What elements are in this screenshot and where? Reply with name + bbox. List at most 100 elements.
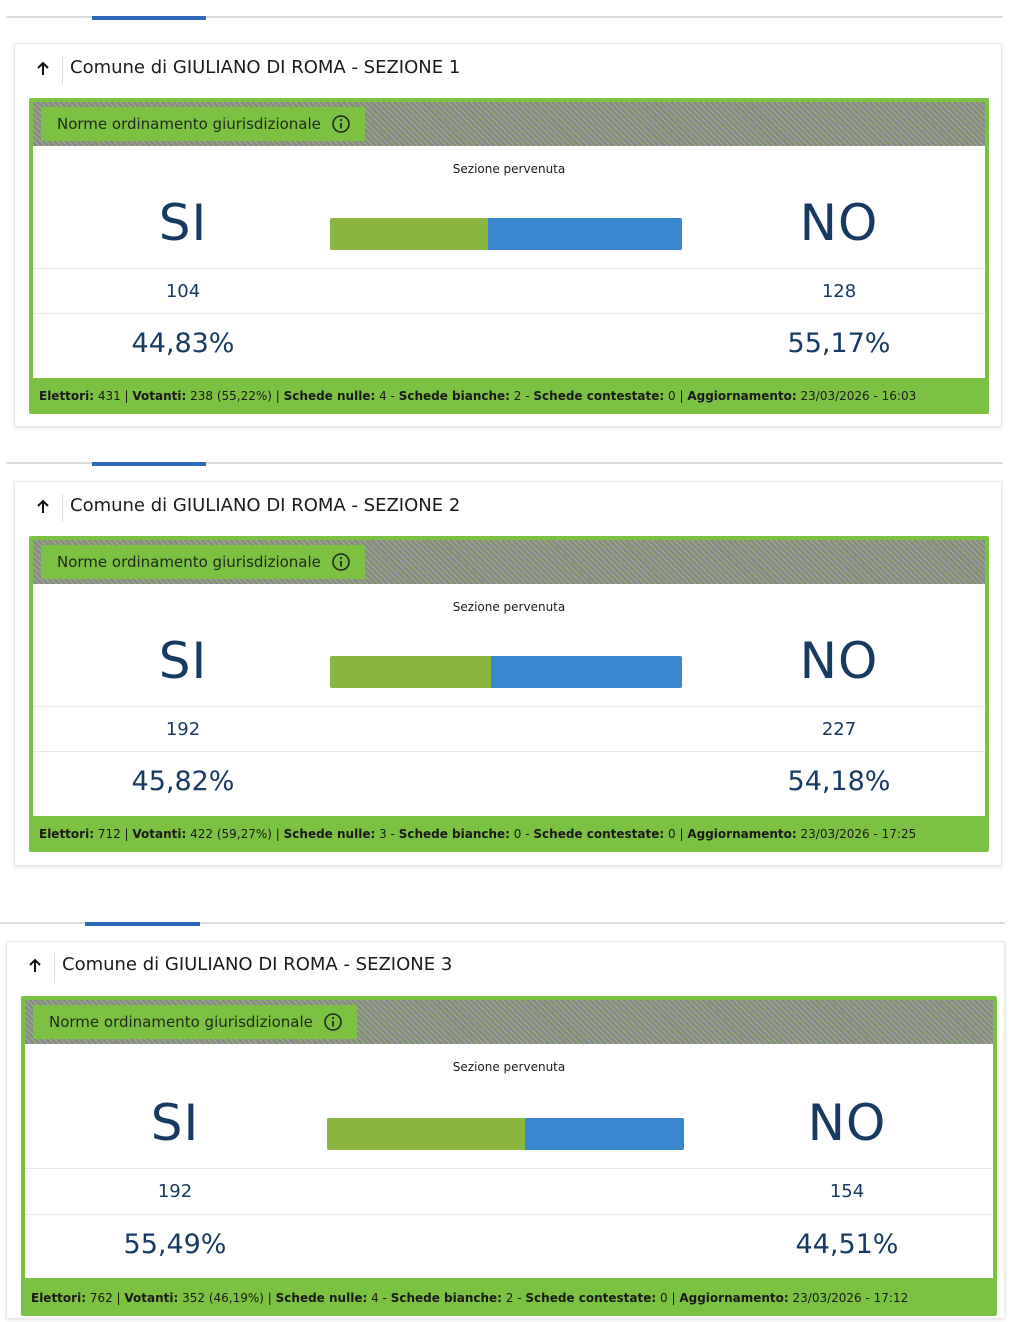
bianche-value: 2 bbox=[505, 1291, 514, 1305]
result-bar bbox=[330, 656, 682, 688]
aggiornamento-value: 23/03/2026 - 17:12 bbox=[792, 1291, 909, 1305]
result-card: Comune di GIULIANO DI ROMA - SEZIONE 1 N… bbox=[14, 43, 1002, 427]
tab-active-indicator[interactable] bbox=[85, 922, 200, 926]
bianche-value: 0 bbox=[513, 827, 522, 841]
divider bbox=[33, 751, 985, 752]
no-label: NO bbox=[799, 194, 879, 252]
bar-yes-segment bbox=[330, 656, 492, 688]
section-card-1: Comune di GIULIANO DI ROMA - SEZIONE 1 N… bbox=[6, 16, 1003, 428]
referendum-name: Norme ordinamento giurisdizionale bbox=[57, 115, 321, 133]
yes-percent: 44,83% bbox=[131, 328, 235, 359]
card-title: Comune di GIULIANO DI ROMA - SEZIONE 3 bbox=[62, 954, 453, 975]
no-votes: 128 bbox=[821, 281, 857, 302]
no-label: NO bbox=[799, 632, 879, 690]
bar-yes-segment bbox=[330, 218, 488, 250]
aggiornamento-value: 23/03/2026 - 17:25 bbox=[800, 827, 917, 841]
elettori-label: Elettori: bbox=[39, 389, 94, 403]
referendum-box: Norme ordinamento giurisdizionale Sezion… bbox=[29, 536, 989, 852]
card-title: Comune di GIULIANO DI ROMA - SEZIONE 1 bbox=[70, 57, 461, 78]
yes-percent: 55,49% bbox=[123, 1229, 227, 1260]
elettori-label: Elettori: bbox=[39, 827, 94, 841]
no-percent: 44,51% bbox=[795, 1229, 899, 1260]
referendum-name: Norme ordinamento giurisdizionale bbox=[57, 553, 321, 571]
bianche-label: Schede bianche: bbox=[398, 827, 510, 841]
yes-percent: 45,82% bbox=[131, 766, 235, 797]
info-circle-icon[interactable] bbox=[331, 552, 351, 572]
contestate-label: Schede contestate: bbox=[533, 827, 665, 841]
contestate-value: 0 bbox=[668, 389, 676, 403]
bar-no-segment bbox=[491, 656, 682, 688]
section-footer: Elettori: 762 | Votanti: 352 (46,19%) | … bbox=[31, 1291, 909, 1305]
card-header: Comune di GIULIANO DI ROMA - SEZIONE 2 bbox=[15, 482, 1001, 532]
contestate-label: Schede contestate: bbox=[533, 389, 665, 403]
nulle-value: 4 bbox=[371, 1291, 379, 1305]
card-title: Comune di GIULIANO DI ROMA - SEZIONE 2 bbox=[70, 495, 461, 516]
votanti-label: Votanti: bbox=[124, 1291, 179, 1305]
tab-active-indicator[interactable] bbox=[92, 16, 206, 20]
divider bbox=[33, 313, 985, 314]
header-separator bbox=[62, 56, 63, 84]
votanti-label: Votanti: bbox=[132, 827, 187, 841]
tab-active-indicator[interactable] bbox=[92, 462, 206, 466]
votanti-value: 422 (59,27%) bbox=[190, 827, 272, 841]
yes-votes: 104 bbox=[165, 281, 201, 302]
yes-votes: 192 bbox=[157, 1181, 193, 1202]
nulle-value: 3 bbox=[379, 827, 387, 841]
card-header: Comune di GIULIANO DI ROMA - SEZIONE 3 bbox=[7, 942, 1004, 992]
votanti-value: 352 (46,19%) bbox=[182, 1291, 264, 1305]
no-percent: 55,17% bbox=[787, 328, 891, 359]
yes-label: SI bbox=[158, 632, 208, 690]
referendum-pill[interactable]: Norme ordinamento giurisdizionale bbox=[41, 107, 365, 141]
elettori-value: 762 bbox=[89, 1291, 113, 1305]
votanti-label: Votanti: bbox=[132, 389, 187, 403]
arrow-up-icon[interactable] bbox=[25, 956, 45, 976]
referendum-pill[interactable]: Norme ordinamento giurisdizionale bbox=[41, 545, 365, 579]
header-separator bbox=[54, 954, 55, 982]
result-bar bbox=[330, 218, 682, 250]
bar-no-segment bbox=[487, 218, 682, 250]
referendum-box: Norme ordinamento giurisdizionale Sezion… bbox=[29, 98, 989, 414]
bianche-value: 2 bbox=[513, 389, 522, 403]
divider bbox=[33, 706, 985, 707]
bianche-label: Schede bianche: bbox=[398, 389, 510, 403]
hatch-header: Norme ordinamento giurisdizionale bbox=[33, 540, 985, 584]
arrow-up-icon[interactable] bbox=[33, 59, 53, 79]
results-panel: Sezione pervenuta SI NO 104 128 44,83% 5… bbox=[33, 146, 985, 378]
no-votes: 227 bbox=[821, 719, 857, 740]
no-percent: 54,18% bbox=[787, 766, 891, 797]
bar-yes-segment bbox=[327, 1118, 526, 1150]
referendum-pill[interactable]: Norme ordinamento giurisdizionale bbox=[33, 1005, 357, 1039]
bianche-label: Schede bianche: bbox=[390, 1291, 502, 1305]
status-text: Sezione pervenuta bbox=[452, 1060, 566, 1074]
contestate-label: Schede contestate: bbox=[525, 1291, 657, 1305]
bar-no-segment bbox=[525, 1118, 684, 1150]
contestate-value: 0 bbox=[660, 1291, 668, 1305]
nulle-label: Schede nulle: bbox=[283, 389, 376, 403]
header-separator bbox=[62, 494, 63, 522]
divider bbox=[25, 1214, 993, 1215]
card-header: Comune di GIULIANO DI ROMA - SEZIONE 1 bbox=[15, 44, 1001, 94]
aggiornamento-label: Aggiornamento: bbox=[679, 1291, 789, 1305]
result-bar bbox=[327, 1118, 684, 1150]
results-panel: Sezione pervenuta SI NO 192 154 55,49% 4… bbox=[25, 1044, 993, 1278]
hatch-header: Norme ordinamento giurisdizionale bbox=[33, 102, 985, 146]
section-card-2: Comune di GIULIANO DI ROMA - SEZIONE 2 N… bbox=[6, 462, 1003, 866]
nulle-label: Schede nulle: bbox=[283, 827, 376, 841]
info-circle-icon[interactable] bbox=[323, 1012, 343, 1032]
nulle-value: 4 bbox=[379, 389, 387, 403]
info-circle-icon[interactable] bbox=[331, 114, 351, 134]
no-votes: 154 bbox=[829, 1181, 865, 1202]
section-card-3: Comune di GIULIANO DI ROMA - SEZIONE 3 N… bbox=[0, 922, 1005, 1320]
section-footer: Elettori: 431 | Votanti: 238 (55,22%) | … bbox=[39, 389, 917, 403]
yes-votes: 192 bbox=[165, 719, 201, 740]
status-text: Sezione pervenuta bbox=[452, 162, 566, 176]
referendum-name: Norme ordinamento giurisdizionale bbox=[49, 1013, 313, 1031]
arrow-up-icon[interactable] bbox=[33, 497, 53, 517]
hatch-header: Norme ordinamento giurisdizionale bbox=[25, 1000, 993, 1044]
yes-label: SI bbox=[158, 194, 208, 252]
result-card: Comune di GIULIANO DI ROMA - SEZIONE 3 N… bbox=[6, 941, 1005, 1319]
divider bbox=[25, 1168, 993, 1169]
results-panel: Sezione pervenuta SI NO 192 227 45,82% 5… bbox=[33, 584, 985, 816]
yes-label: SI bbox=[150, 1094, 200, 1152]
elettori-value: 431 bbox=[97, 389, 121, 403]
